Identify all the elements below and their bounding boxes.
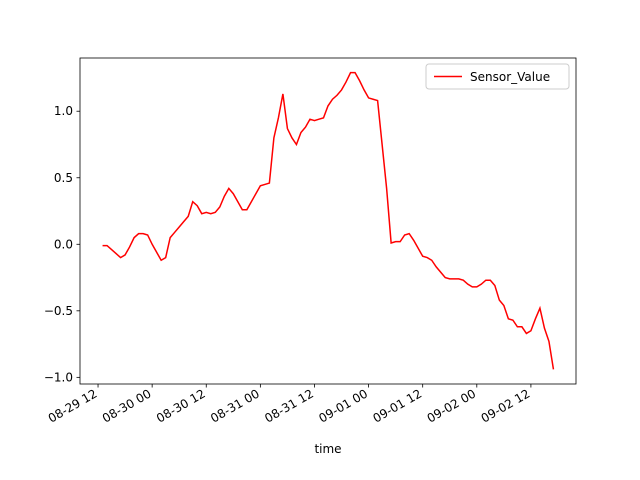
y-tick-label: 0.0	[54, 237, 73, 251]
x-tick-label: 09-02 12	[479, 386, 533, 425]
y-tick-label: −0.5	[44, 304, 73, 318]
legend-label: Sensor_Value	[470, 70, 550, 84]
x-axis-label: time	[314, 442, 341, 456]
y-tick-label: −1.0	[44, 370, 73, 384]
x-tick-label: 08-30 12	[154, 386, 208, 425]
x-tick-label: 09-01 12	[370, 386, 424, 425]
x-tick-label: 08-29 12	[46, 386, 100, 425]
legend-box	[425, 63, 570, 90]
y-tick-label: 1.0	[54, 104, 73, 118]
y-tick-label: 0.5	[54, 171, 73, 185]
plot-frame	[79, 57, 577, 385]
x-tick-label: 09-01 00	[316, 386, 370, 425]
line	[102, 71, 555, 370]
x-tick-label: 08-31 00	[208, 386, 262, 425]
x-tick-label: 09-02 00	[425, 386, 479, 425]
x-tick-label: 08-30 00	[100, 386, 154, 425]
x-tick-label: 08-31 12	[262, 386, 316, 425]
